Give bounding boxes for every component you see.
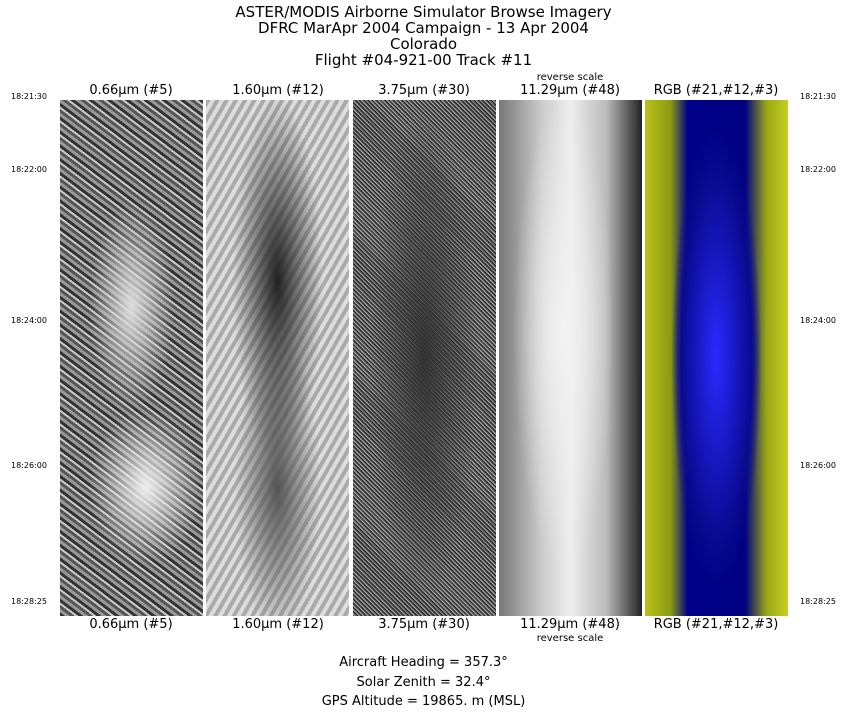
title-line-2: DFRC MarApr 2004 Campaign - 13 Apr 2004: [258, 19, 589, 37]
panel-label-top-5: RGB (#21,#12,#3): [653, 83, 779, 98]
aircraft-heading: Aircraft Heading = 357.3°: [339, 655, 508, 670]
time-right-1: 18:21:30: [800, 92, 836, 101]
panel-label-top-1: 0.66μm (#5): [89, 83, 173, 98]
time-left-1: 18:21:30: [11, 92, 47, 101]
image-panel-11-29um: [499, 100, 642, 616]
time-left-4: 18:26:00: [11, 461, 47, 470]
panel-label-bottom-5: RGB (#21,#12,#3): [653, 617, 779, 632]
time-right-2: 18:22:00: [800, 165, 836, 174]
panel-label-top-4: 11.29μm (#48): [520, 83, 620, 98]
panel-label-bottom-1: 0.66μm (#5): [89, 617, 173, 632]
panel-label-top-2: 1.60μm (#12): [232, 83, 324, 98]
title-line-3: Colorado: [389, 35, 458, 53]
panel-label-bottom-3: 3.75μm (#30): [378, 617, 470, 632]
time-left-2: 18:22:00: [11, 165, 47, 174]
panel-label-bottom-4: 11.29μm (#48): [520, 617, 620, 632]
panel-label-bottom-2: 1.60μm (#12): [232, 617, 324, 632]
time-right-5: 18:28:25: [800, 597, 836, 606]
reverse-scale-note-top: reverse scale: [536, 72, 604, 83]
reverse-scale-note-bottom: reverse scale: [536, 633, 604, 644]
time-right-3: 18:24:00: [800, 316, 836, 325]
time-left-5: 18:28:25: [11, 597, 47, 606]
image-panel-rgb: [645, 100, 788, 616]
title-line-4: Flight #04-921-00 Track #11: [314, 51, 533, 69]
panel-label-top-3: 3.75μm (#30): [378, 83, 470, 98]
image-panel-1-60um: [206, 100, 349, 616]
title-line-1: ASTER/MODIS Airborne Simulator Browse Im…: [235, 3, 612, 21]
gps-altitude: GPS Altitude = 19865. m (MSL): [321, 694, 526, 709]
image-panel-0-66um: [60, 100, 203, 616]
time-right-4: 18:26:00: [800, 461, 836, 470]
solar-zenith: Solar Zenith = 32.4°: [356, 675, 491, 690]
image-panel-3-75um: [353, 100, 496, 616]
time-left-3: 18:24:00: [11, 316, 47, 325]
